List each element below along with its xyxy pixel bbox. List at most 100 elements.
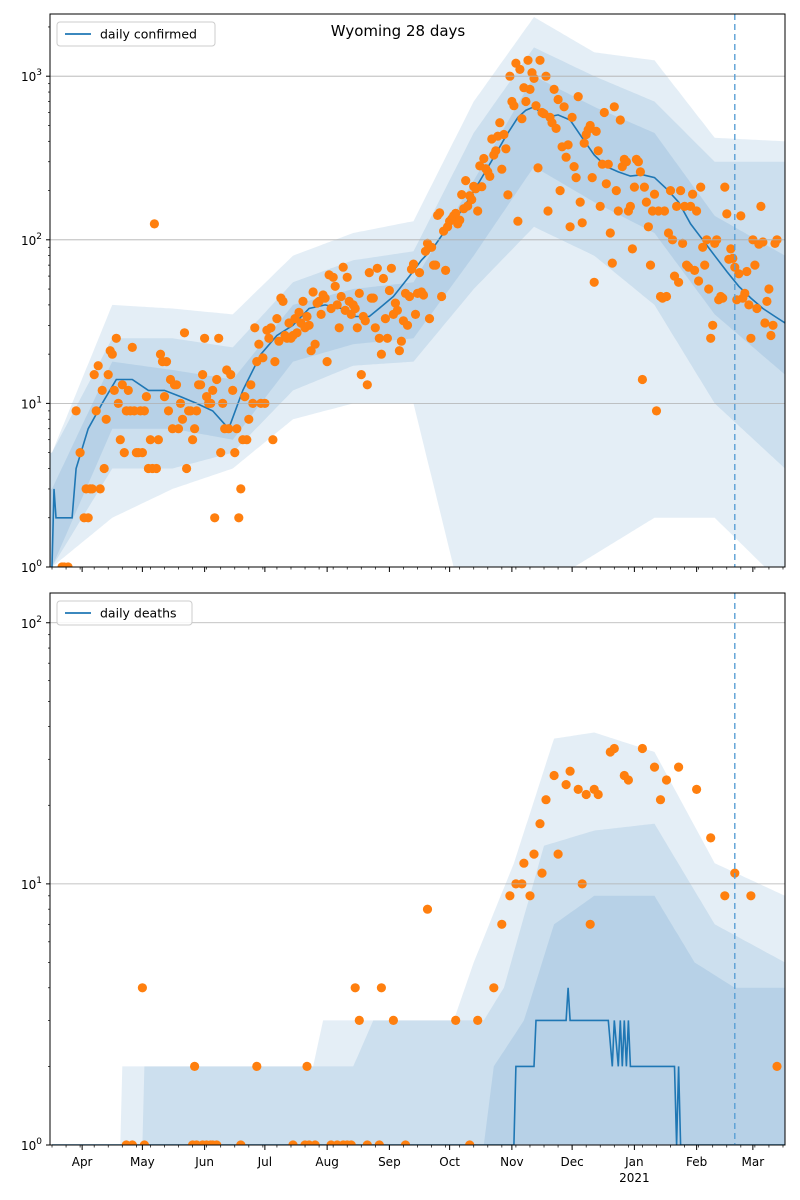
confirmed-data-point xyxy=(551,123,561,133)
confirmed-data-point xyxy=(605,228,615,238)
confirmed-data-point xyxy=(571,173,581,183)
confirmed-data-point xyxy=(322,357,332,367)
confirmed-data-point xyxy=(208,385,218,395)
confirmed-data-point xyxy=(659,206,670,216)
confirmed-data-point xyxy=(672,201,682,211)
confirmed-data-point xyxy=(424,314,435,324)
confirmed-panel: 100 101 102 103 daily confirmed xyxy=(21,13,786,575)
confirmed-data-point xyxy=(298,296,308,306)
confirmed-data-point xyxy=(692,206,702,216)
deaths-data-point xyxy=(692,784,702,795)
confirmed-data-point xyxy=(645,260,656,270)
confirmed-data-point xyxy=(758,237,768,247)
confirmed-data-point xyxy=(435,208,445,218)
deaths-data-point xyxy=(565,766,575,776)
confirmed-data-point xyxy=(601,179,611,189)
confirmed-data-point xyxy=(523,55,533,65)
confirmed-y-tick-label: 100 xyxy=(21,559,42,575)
confirmed-data-point xyxy=(414,268,425,278)
confirmed-data-point xyxy=(503,190,513,200)
confirmed-data-point xyxy=(575,197,585,207)
confirmed-data-point xyxy=(768,320,778,330)
confirmed-data-point xyxy=(342,272,352,282)
confirmed-data-point xyxy=(216,448,226,458)
confirmed-data-point xyxy=(674,277,684,287)
deaths-data-point xyxy=(505,891,515,901)
confirmed-data-point xyxy=(71,406,81,416)
deaths-data-point xyxy=(720,891,730,901)
deaths-data-point xyxy=(451,1015,461,1025)
confirmed-data-point xyxy=(196,380,206,390)
confirmed-data-point xyxy=(756,201,766,211)
confirmed-data-point xyxy=(103,370,113,380)
confirmed-data-point xyxy=(394,346,404,356)
confirmed-data-point xyxy=(91,406,101,416)
confirmed-data-point xyxy=(762,296,772,306)
confirmed-data-point xyxy=(226,370,236,380)
confirmed-data-point xyxy=(334,323,344,333)
deaths-data-point xyxy=(706,833,716,843)
confirmed-data-point xyxy=(661,291,672,302)
deaths-data-point xyxy=(465,1140,475,1145)
confirmed-data-point xyxy=(93,361,103,371)
confirmed-data-point xyxy=(543,206,553,216)
chart-title: Wyoming 28 days xyxy=(331,22,466,40)
confirmed-data-point xyxy=(117,380,127,390)
deaths-data-point xyxy=(489,983,499,993)
confirmed-data-point xyxy=(591,126,601,136)
confirmed-data-point xyxy=(182,463,192,474)
deaths-data-point xyxy=(553,849,563,859)
confirmed-data-point xyxy=(641,197,652,207)
deaths-legend-box xyxy=(56,600,193,626)
confirmed-data-point xyxy=(720,182,730,192)
confirmed-data-point xyxy=(635,167,646,177)
confirmed-data-point xyxy=(274,336,284,346)
confirmed-data-point xyxy=(509,101,519,111)
confirmed-data-point xyxy=(593,146,603,156)
confirmed-data-point xyxy=(461,176,471,186)
confirmed-data-point xyxy=(651,406,662,416)
confirmed-data-point xyxy=(639,182,650,192)
confirmed-data-point xyxy=(302,311,312,322)
confirmed-data-point xyxy=(728,253,738,263)
confirmed-data-point xyxy=(665,186,676,196)
deaths-data-point xyxy=(649,762,660,772)
confirmed-band-2 xyxy=(50,76,785,567)
deaths-data-point xyxy=(661,775,672,785)
confirmed-data-point xyxy=(529,73,539,83)
confirmed-data-point xyxy=(609,102,619,112)
deaths-series-line xyxy=(52,987,785,1145)
confirmed-data-point xyxy=(599,107,609,118)
confirmed-data-point xyxy=(382,333,392,343)
confirmed-data-point xyxy=(230,448,240,458)
confirmed-data-point xyxy=(190,424,200,434)
deaths-plot-area xyxy=(50,732,785,1145)
confirmed-data-point xyxy=(491,146,501,156)
confirmed-data-point xyxy=(356,370,366,380)
x-tick-label: Dec xyxy=(561,1155,584,1169)
confirmed-data-point xyxy=(384,285,394,296)
confirmed-data-point xyxy=(501,144,511,154)
confirmed-data-point xyxy=(607,258,617,268)
confirmed-data-point xyxy=(764,284,774,294)
deaths-data-point xyxy=(529,849,539,859)
confirmed-data-point xyxy=(589,277,599,287)
confirmed-data-point xyxy=(451,208,461,218)
deaths-data-point xyxy=(637,743,648,754)
deaths-data-point xyxy=(236,1140,246,1145)
deaths-data-point xyxy=(581,789,591,800)
deaths-data-point xyxy=(350,983,360,993)
confirmed-data-point xyxy=(473,206,483,216)
confirmed-plot-area xyxy=(50,17,785,567)
confirmed-data-point xyxy=(107,349,117,359)
confirmed-data-point xyxy=(97,385,107,395)
deaths-data-point xyxy=(288,1140,298,1145)
confirmed-data-point xyxy=(246,380,256,390)
deaths-data-point xyxy=(561,780,571,790)
confirmed-data-point xyxy=(613,206,623,216)
confirmed-data-point xyxy=(258,353,268,363)
x-tick-label: Feb xyxy=(686,1155,707,1169)
deaths-data-point xyxy=(310,1140,320,1145)
confirmed-data-point xyxy=(354,288,364,298)
